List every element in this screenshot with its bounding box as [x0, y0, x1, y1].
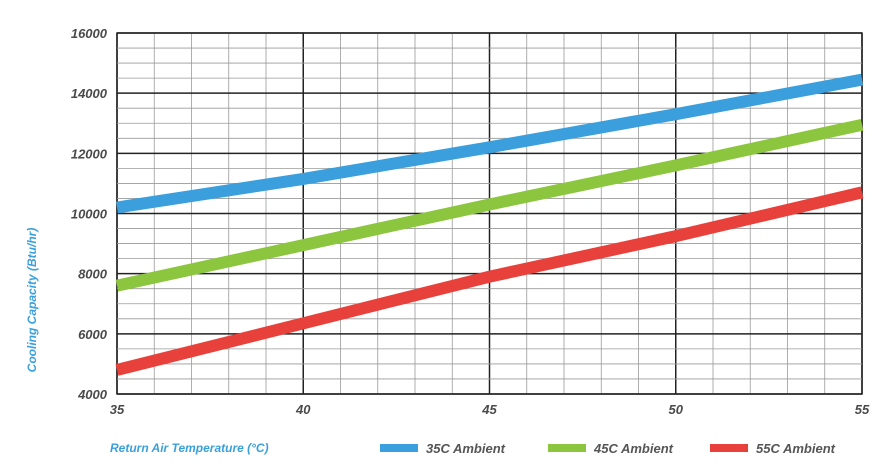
x-axis-title: Return Air Temperature (°C) [110, 441, 269, 455]
y-tick-label: 10000 [71, 207, 108, 222]
x-tick-label: 35 [110, 402, 125, 417]
legend-label: 55C Ambient [756, 441, 836, 456]
y-tick-label: 4000 [77, 387, 108, 402]
x-tick-label: 55 [855, 402, 870, 417]
series-lines [115, 73, 864, 376]
axes: 35 40 45 50 55 4000 6000 8000 10000 12000 14000 160… [71, 26, 870, 417]
y-tick-label: 14000 [71, 86, 108, 101]
y-tick-label: 12000 [71, 146, 108, 161]
series-line-55c-ambient [115, 186, 864, 376]
x-tick-label: 40 [295, 402, 311, 417]
legend-label: 45C Ambient [593, 441, 674, 456]
y-axis-title: Cooling Capacity (Btu/hr) [25, 228, 39, 373]
x-tick-label: 50 [669, 402, 684, 417]
legend: 35C Ambient 45C Ambient 55C Ambient [380, 441, 836, 456]
legend-swatch [380, 444, 418, 452]
legend-swatch [548, 444, 586, 452]
legend-swatch [710, 444, 748, 452]
y-tick-label: 16000 [71, 26, 108, 41]
series-line-45c-ambient [115, 118, 864, 292]
y-tick-label: 8000 [78, 267, 108, 282]
legend-label: 35C Ambient [426, 441, 506, 456]
y-tick-label: 6000 [78, 327, 108, 342]
series-line-35c-ambient [116, 73, 864, 214]
x-tick-label: 45 [481, 402, 497, 417]
